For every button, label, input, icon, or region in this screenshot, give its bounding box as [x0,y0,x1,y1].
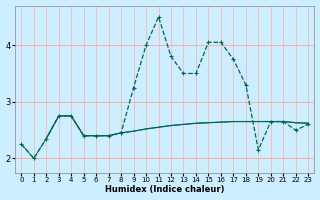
X-axis label: Humidex (Indice chaleur): Humidex (Indice chaleur) [105,185,225,194]
